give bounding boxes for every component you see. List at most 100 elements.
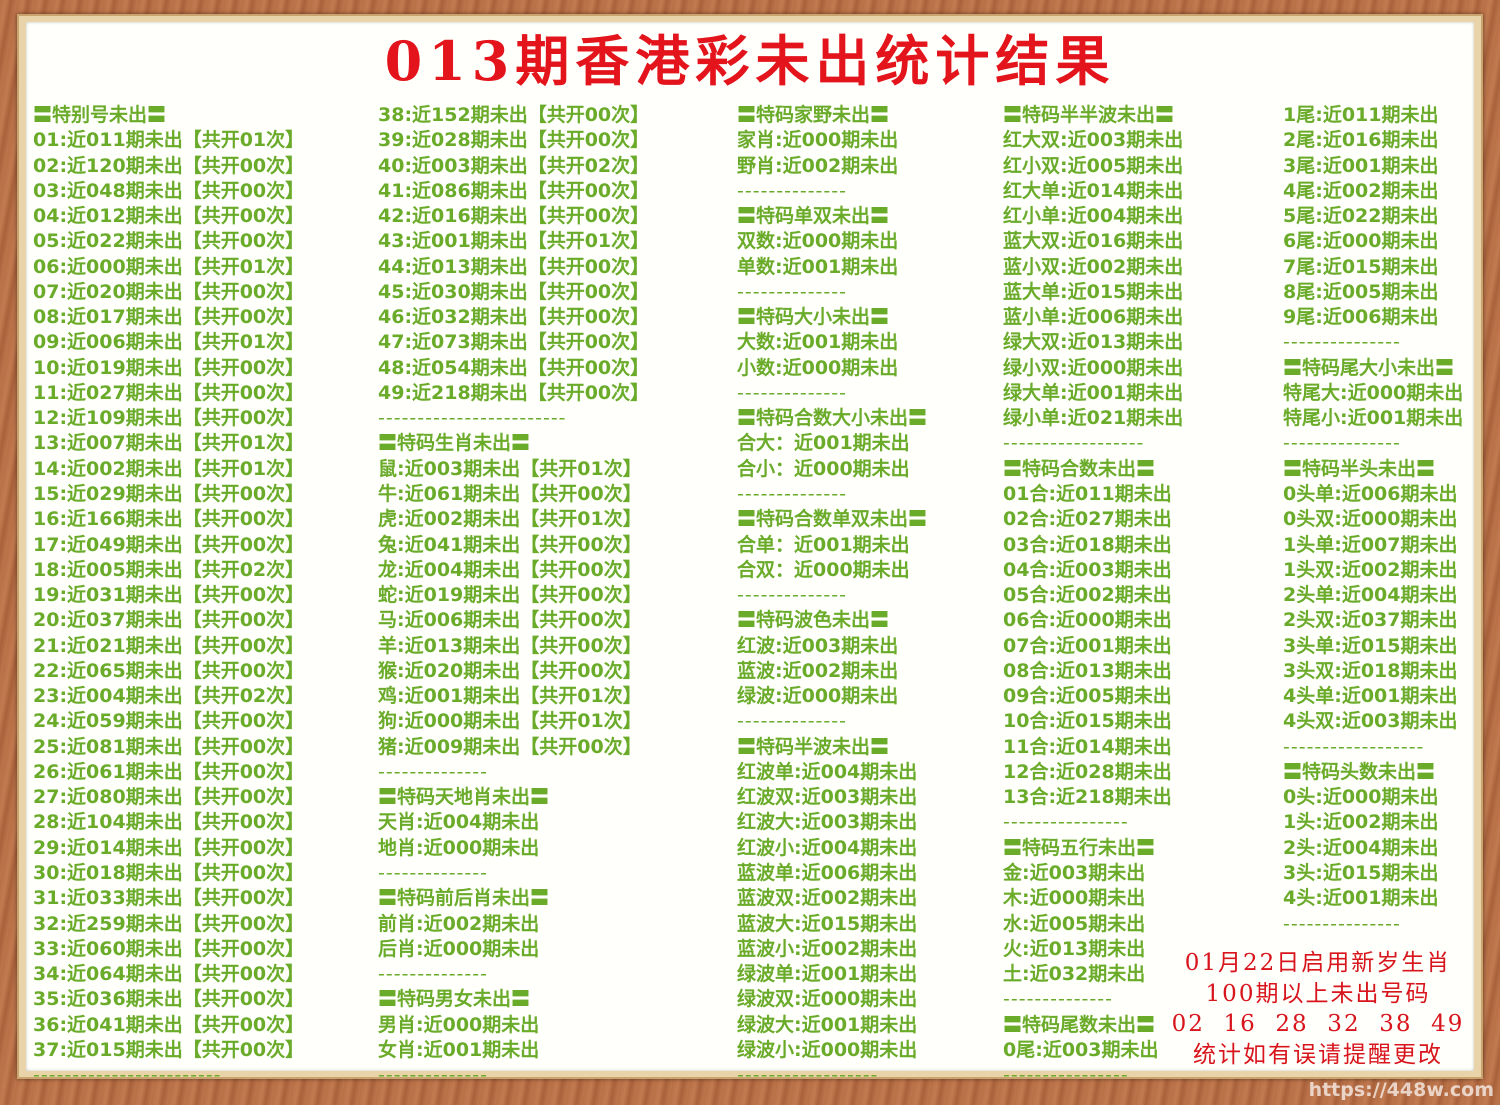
stat-row: 05合:近002期未出 xyxy=(1003,584,1172,607)
page-title: 013期香港彩未出统计结果 xyxy=(384,29,1116,93)
stat-row: 蓝小单:近006期未出 xyxy=(1003,306,1184,329)
stat-row: 水:近005期未出 xyxy=(1003,912,1146,935)
stat-row: 23:近004期未出【共开02次】 xyxy=(33,685,305,708)
stat-row: 2尾:近016期未出 xyxy=(1283,129,1439,152)
stat-row: 地肖:近000期未出 xyxy=(378,836,540,859)
section-header: 〓特码合数未出〓 xyxy=(1003,457,1156,480)
separator: -------------- xyxy=(737,381,847,404)
stat-row: 红波大:近003期未出 xyxy=(737,811,918,834)
watermark: https://448w.com xyxy=(1308,1079,1494,1101)
section-header: 〓特码单双未出〓 xyxy=(737,205,890,228)
stat-row: 蓝大双:近016期未出 xyxy=(1003,230,1184,253)
stat-row: 兔:近041期未出【共开00次】 xyxy=(378,533,642,556)
stat-row: 09合:近005期未出 xyxy=(1003,685,1172,708)
note-new-zodiac: 01月22日启用新岁生肖 xyxy=(1184,950,1452,976)
stat-row: 蓝小双:近002期未出 xyxy=(1003,255,1184,278)
stat-row: 36:近041期未出【共开00次】 xyxy=(33,1013,305,1036)
stat-row: 04合:近003期未出 xyxy=(1003,558,1172,581)
stat-row: 16:近166期未出【共开00次】 xyxy=(33,508,305,531)
separator: -------------- xyxy=(378,963,488,986)
stat-row: 22:近065期未出【共开00次】 xyxy=(33,659,305,682)
stat-row: 双数:近000期未出 xyxy=(737,230,899,253)
stat-row: 红小双:近005期未出 xyxy=(1003,154,1184,177)
stat-row: 马:近006期未出【共开00次】 xyxy=(378,609,642,632)
section-header: 〓特码男女未出〓 xyxy=(378,988,531,1011)
stat-row: 小数:近000期未出 xyxy=(737,356,899,379)
stat-row: 0头:近000期未出 xyxy=(1283,786,1439,809)
stat-row: 41:近086期未出【共开00次】 xyxy=(378,179,650,202)
stat-row: 0头双:近000期未出 xyxy=(1283,508,1458,531)
stat-row: 鼠:近003期未出【共开01次】 xyxy=(378,457,642,480)
stat-row: 10合:近015期未出 xyxy=(1003,710,1172,733)
stat-row: 蓝波小:近002期未出 xyxy=(737,937,918,960)
stat-row: 3头:近015期未出 xyxy=(1283,861,1439,884)
stat-row: 3头双:近018期未出 xyxy=(1283,659,1458,682)
stat-row: 绿波:近000期未出 xyxy=(737,685,899,708)
stat-row: 08合:近013期未出 xyxy=(1003,659,1172,682)
stat-row: 4头双:近003期未出 xyxy=(1283,710,1458,733)
stat-row: 44:近013期未出【共开00次】 xyxy=(378,255,650,278)
stat-row: 红波小:近004期未出 xyxy=(737,836,918,859)
stat-row: 48:近054期未出【共开00次】 xyxy=(378,356,650,379)
stat-row: 06:近000期未出【共开01次】 xyxy=(33,255,305,278)
stat-row: 牛:近061期未出【共开00次】 xyxy=(378,482,642,505)
separator: ------------------ xyxy=(1003,432,1145,455)
stat-row: 男肖:近000期未出 xyxy=(378,1013,540,1036)
stat-row: 13:近007期未出【共开01次】 xyxy=(33,432,305,455)
stat-row: 29:近014期未出【共开00次】 xyxy=(33,836,305,859)
stat-row: 蓝波大:近015期未出 xyxy=(737,912,918,935)
stat-row: 40:近003期未出【共开02次】 xyxy=(378,154,650,177)
stat-row: 合大：近001期未出 xyxy=(737,432,910,455)
stat-row: 鸡:近001期未出【共开01次】 xyxy=(378,685,642,708)
section-header: 〓特别号未出〓 xyxy=(33,104,167,126)
stat-row: 06合:近000期未出 xyxy=(1003,609,1172,632)
stat-row: 红波双:近003期未出 xyxy=(737,786,918,809)
stat-row: 07合:近001期未出 xyxy=(1003,634,1172,657)
stat-row: 蓝波:近002期未出 xyxy=(737,659,899,682)
stat-row: 12合:近028期未出 xyxy=(1003,760,1172,783)
stat-row: 11合:近014期未出 xyxy=(1003,735,1172,758)
separator: ---------------- xyxy=(1003,811,1129,834)
stat-row: 合双：近000期未出 xyxy=(737,558,910,581)
stat-row: 37:近015期未出【共开00次】 xyxy=(33,1038,305,1061)
stat-row: 03:近048期未出【共开00次】 xyxy=(33,179,305,202)
stat-row: 14:近002期未出【共开01次】 xyxy=(33,457,305,480)
separator: -------------- xyxy=(737,482,847,505)
stat-row: 09:近006期未出【共开01次】 xyxy=(33,331,305,354)
stat-row: 45:近030期未出【共开00次】 xyxy=(378,280,650,303)
stat-row: 32:近259期未出【共开00次】 xyxy=(33,912,305,935)
stat-row: 02合:近027期未出 xyxy=(1003,508,1172,531)
column-halfwaves-sums: 〓特码半半波未出〓 红大双:近003期未出 红小双:近005期未出 红大单:近014期… xyxy=(1003,103,1183,1088)
stat-row: 绿小双:近000期未出 xyxy=(1003,356,1184,379)
stat-row: 1头:近002期未出 xyxy=(1283,811,1439,834)
section-header: 〓特码合数大小未出〓 xyxy=(737,407,928,430)
section-header: 〓特码前后肖未出〓 xyxy=(378,887,550,910)
section-header: 〓特码家野未出〓 xyxy=(737,104,890,126)
stat-row: 15:近029期未出【共开00次】 xyxy=(33,482,305,505)
stat-row: 39:近028期未出【共开00次】 xyxy=(378,129,650,152)
stat-row: 47:近073期未出【共开00次】 xyxy=(378,331,650,354)
stat-row: 绿波单:近001期未出 xyxy=(737,963,918,986)
stat-row: 4头:近001期未出 xyxy=(1283,887,1439,910)
stat-row: 43:近001期未出【共开01次】 xyxy=(378,230,650,253)
stat-row: 03合:近018期未出 xyxy=(1003,533,1172,556)
stat-row: 12:近109期未出【共开00次】 xyxy=(33,407,305,430)
note-100-periods: 100期以上未出号码 xyxy=(1205,980,1431,1007)
column-attributes-waves: 〓特码家野未出〓 家肖:近000期未出 野肖:近002期未出 ------------… xyxy=(737,103,927,1088)
stat-row: 6尾:近000期未出 xyxy=(1283,230,1439,253)
stat-row: 红大单:近014期未出 xyxy=(1003,179,1184,202)
stat-row: 绿小单:近021期未出 xyxy=(1003,407,1184,430)
stat-row: 蓝大单:近015期未出 xyxy=(1003,280,1184,303)
section-header: 〓特码尾数未出〓 xyxy=(1003,1013,1156,1036)
stat-row: 土:近032期未出 xyxy=(1003,963,1146,986)
separator: ------------------------ xyxy=(378,407,567,430)
stat-row: 1头双:近002期未出 xyxy=(1283,558,1458,581)
stat-row: 火:近013期未出 xyxy=(1003,937,1146,960)
stat-row: 31:近033期未出【共开00次】 xyxy=(33,887,305,910)
stat-row: 红大双:近003期未出 xyxy=(1003,129,1184,152)
stat-row: 红波:近003期未出 xyxy=(737,634,899,657)
separator: -------------- xyxy=(737,280,847,303)
separator: --------------- xyxy=(1283,331,1401,354)
stat-row: 木:近000期未出 xyxy=(1003,887,1146,910)
stat-row: 10:近019期未出【共开00次】 xyxy=(33,356,305,379)
